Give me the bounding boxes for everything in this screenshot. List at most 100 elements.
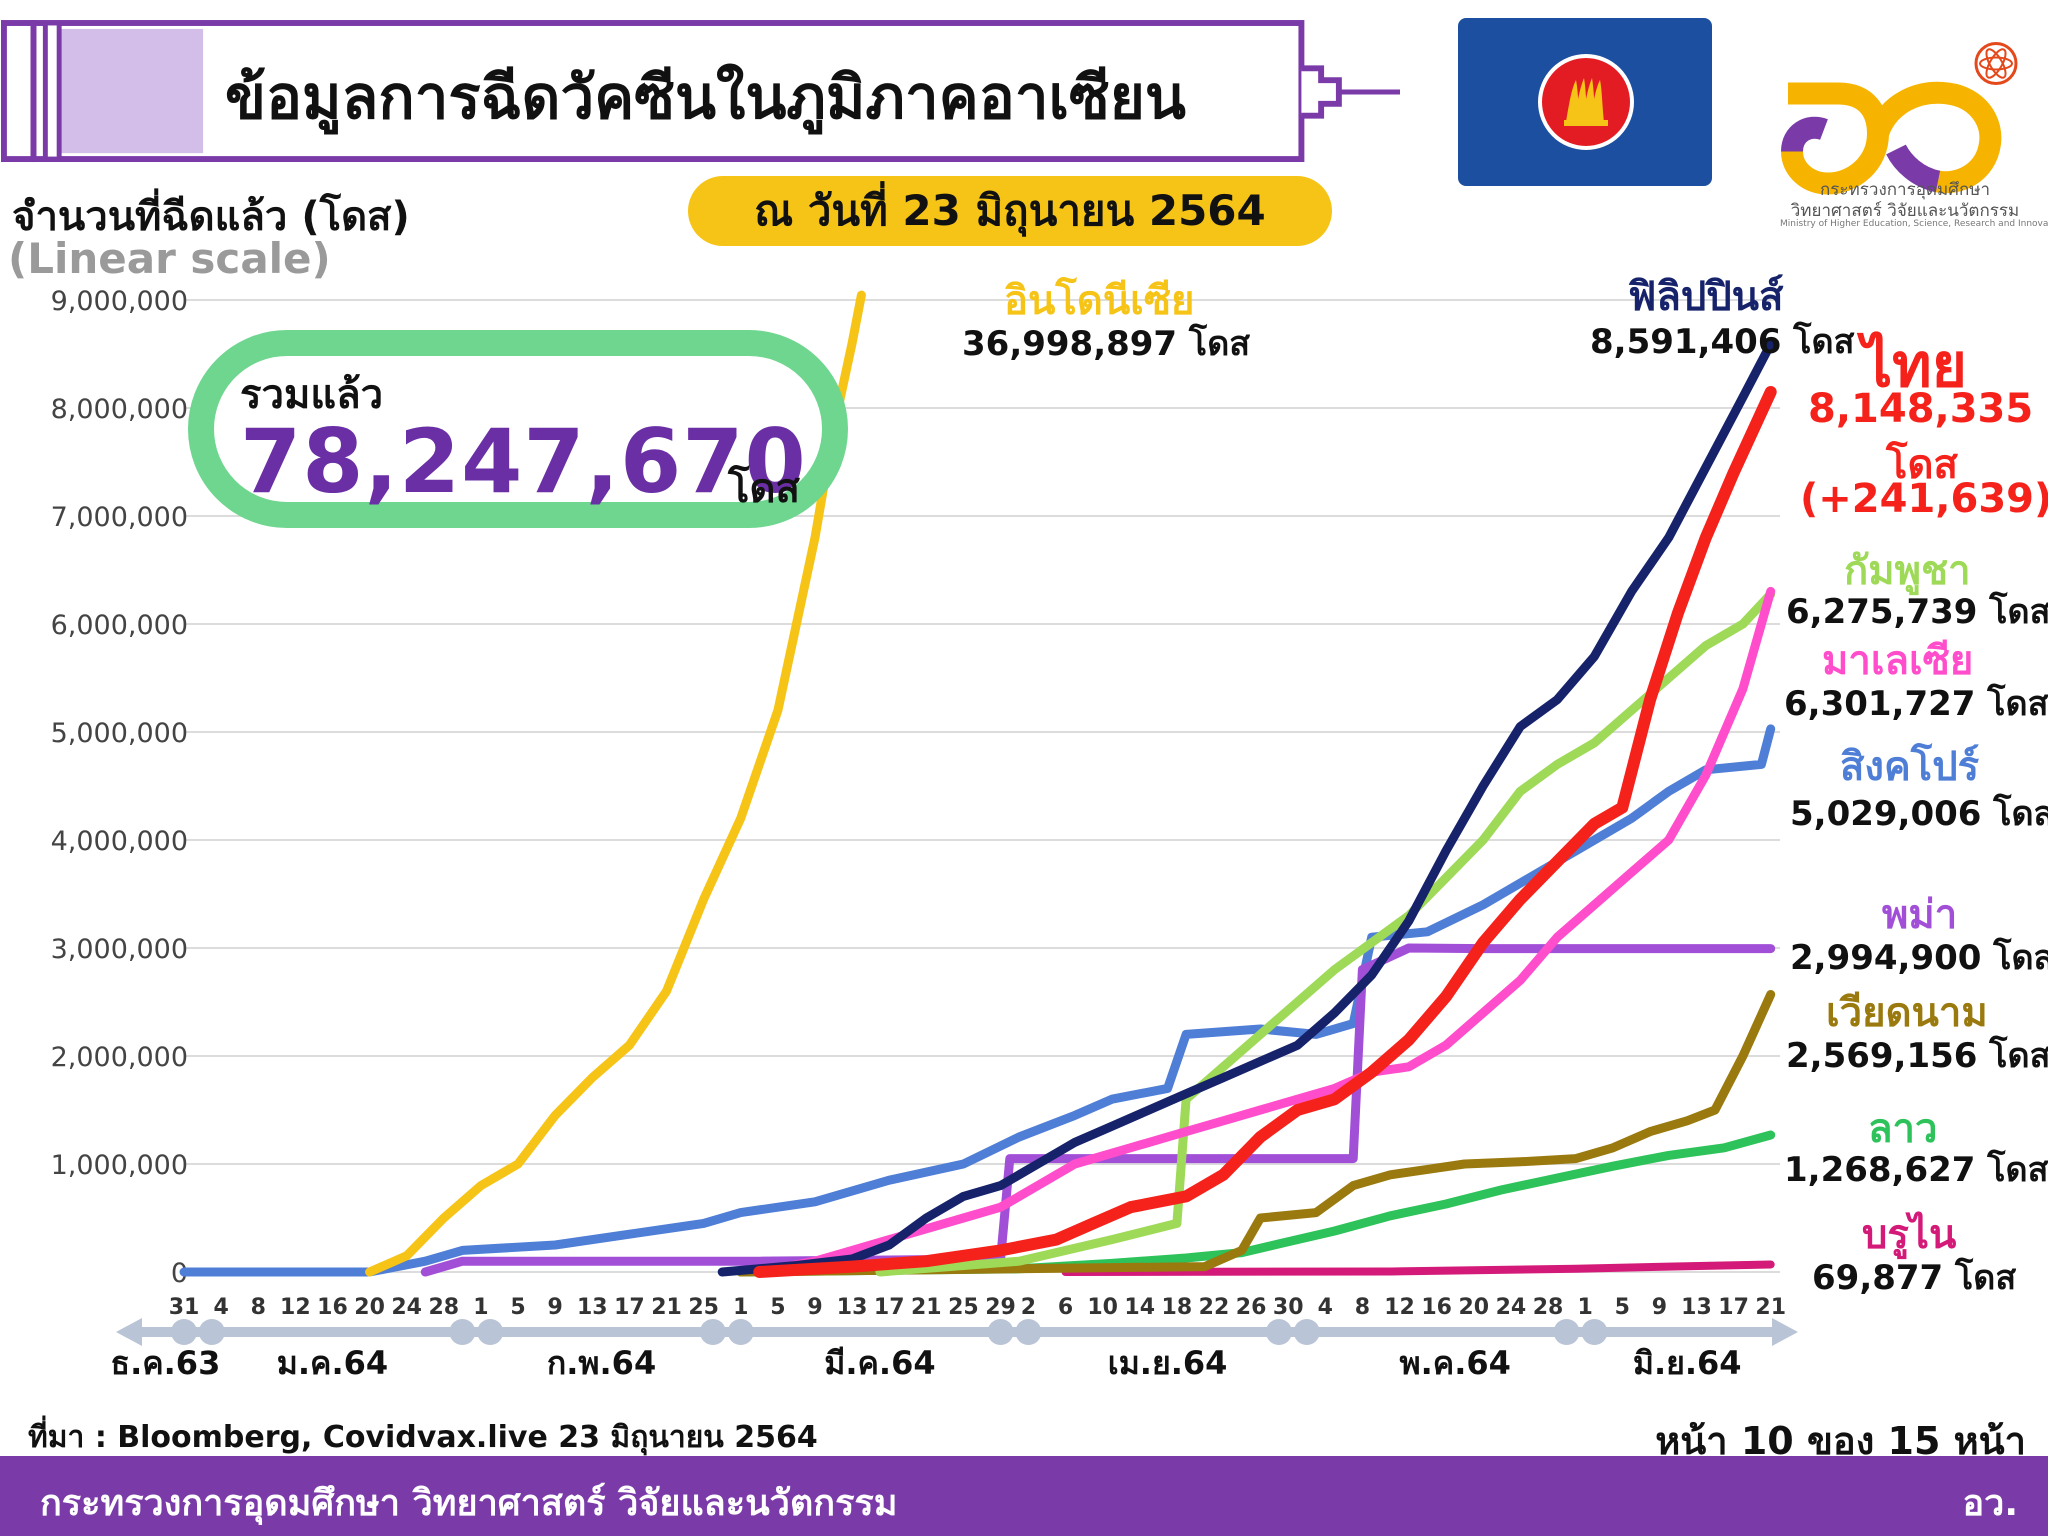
- month-label: ธ.ค.63: [111, 1344, 221, 1382]
- month-label: มี.ค.64: [824, 1344, 935, 1382]
- y-tick-label: 7,000,000: [51, 502, 188, 533]
- x-tick-label: 1: [733, 1295, 748, 1320]
- label-vietnam-value: 2,569,156 โดส: [1786, 1036, 2048, 1076]
- y-tick-label: 4,000,000: [51, 826, 188, 857]
- label-indonesia-name: อินโดนีเซีย: [1004, 278, 1195, 324]
- month-label: มิ.ย.64: [1633, 1344, 1742, 1382]
- label-laos-name: ลาว: [1868, 1106, 1938, 1152]
- x-tick-label: 2: [1021, 1295, 1036, 1320]
- page-title: ข้อมูลการฉีดวัคซีนในภูมิภาคอาเซียน: [225, 63, 1186, 133]
- footer-org-short: อว.: [1962, 1483, 2018, 1524]
- label-thailand-value: 8,148,335: [1808, 386, 2034, 432]
- x-tick-label: 8: [251, 1295, 266, 1320]
- month-marker: [727, 1319, 754, 1345]
- x-tick-label: 16: [317, 1295, 348, 1320]
- x-tick-label: 1: [1577, 1295, 1592, 1320]
- x-tick-label: 21: [651, 1295, 682, 1320]
- footer-org-name: กระทรวงการอุดมศึกษา วิทยาศาสตร์ วิจัยและ…: [40, 1483, 898, 1524]
- label-indonesia-value: 36,998,897 โดส: [962, 324, 1251, 364]
- source-note: ที่มา : Bloomberg, Covidvax.live 23 มิถุ…: [28, 1420, 818, 1455]
- x-axis-timeline: [116, 1318, 1798, 1346]
- x-axis-ticks: 31 4 8 12 16 20 24 28 1 5 9 13 17 21 25 1 5 9 13 17 21 25 29 2 6…: [169, 1295, 1786, 1320]
- x-tick-label: 21: [1755, 1295, 1786, 1320]
- label-cambodia-name: กัมพูชา: [1844, 548, 1971, 594]
- y-axis-ticks: 0 1,000,000 2,000,000 3,000,000 4,000,000 5,0…: [51, 286, 188, 1289]
- label-thailand-name: ไทย: [1862, 331, 1967, 401]
- y-tick-label: 2,000,000: [51, 1042, 188, 1073]
- x-tick-label: 20: [1458, 1295, 1489, 1320]
- x-tick-label: 17: [1718, 1295, 1749, 1320]
- syringe-header: [0, 20, 1400, 163]
- total-label: รวมแล้ว: [240, 372, 384, 418]
- month-marker: [477, 1319, 504, 1345]
- series-line: [753, 386, 1777, 1278]
- x-tick-label: 5: [510, 1295, 525, 1320]
- label-malaysia-name: มาเลเซีย: [1822, 638, 1974, 684]
- month-marker: [1581, 1319, 1608, 1345]
- month-label: เม.ย.64: [1108, 1344, 1228, 1382]
- month-marker: [449, 1319, 476, 1345]
- x-tick-label: 22: [1199, 1295, 1230, 1320]
- month-marker: [1265, 1319, 1292, 1345]
- y-tick-label: 0: [171, 1258, 188, 1289]
- timeline-arrow-right: [1772, 1318, 1798, 1346]
- label-myanmar-value: 2,994,900 โดส: [1790, 938, 2048, 978]
- ministry-name-line2: วิทยาศาสตร์ วิจัยและนวัตกรรม: [1790, 201, 2020, 221]
- series-line: [179, 724, 1776, 1277]
- x-tick-label: 20: [354, 1295, 385, 1320]
- x-tick-label: 26: [1236, 1295, 1267, 1320]
- y-tick-label: 6,000,000: [51, 610, 188, 641]
- x-tick-label: 18: [1162, 1295, 1193, 1320]
- x-tick-label: 9: [1652, 1295, 1667, 1320]
- ministry-name-english: Ministry of Higher Education, Science, R…: [1780, 219, 2048, 229]
- x-tick-label: 14: [1124, 1295, 1155, 1320]
- x-tick-label: 1: [473, 1295, 488, 1320]
- month-marker: [1015, 1319, 1042, 1345]
- month-marker: [987, 1319, 1014, 1345]
- x-tick-label: 5: [770, 1295, 785, 1320]
- x-tick-label: 24: [1496, 1295, 1527, 1320]
- x-tick-label: 17: [874, 1295, 905, 1320]
- x-tick-label: 4: [213, 1295, 228, 1320]
- x-tick-label: 24: [391, 1295, 422, 1320]
- x-tick-label: 12: [280, 1295, 311, 1320]
- x-tick-label: 10: [1087, 1295, 1118, 1320]
- date-badge: ณ วันที่ 23 มิถุนายน 2564: [688, 176, 1332, 246]
- month-label: ม.ค.64: [277, 1344, 388, 1382]
- x-tick-label: 6: [1058, 1295, 1073, 1320]
- series-line: [875, 589, 1776, 1277]
- x-tick-label: 5: [1615, 1295, 1630, 1320]
- y-axis-title: จำนวนที่ฉีดแล้ว (โดส): [12, 194, 410, 240]
- series-line: [1061, 1260, 1775, 1276]
- series-line: [736, 990, 1776, 1277]
- series-line: [717, 339, 1776, 1277]
- y-axis-scale-note: (Linear scale): [8, 234, 331, 283]
- x-tick-label: 12: [1384, 1295, 1415, 1320]
- month-marker: [198, 1319, 225, 1345]
- label-thailand-increase: (+241,639): [1800, 476, 2048, 522]
- x-tick-label: 4: [1318, 1295, 1333, 1320]
- x-tick-label: 17: [614, 1295, 645, 1320]
- series-line: [736, 1130, 1776, 1277]
- month-marker: [1293, 1319, 1320, 1345]
- x-tick-label: 9: [807, 1295, 822, 1320]
- x-tick-label: 25: [688, 1295, 719, 1320]
- x-tick-label: 13: [837, 1295, 868, 1320]
- x-tick-label: 21: [911, 1295, 942, 1320]
- month-labels: ธ.ค.63 ม.ค.64 ก.พ.64 มี.ค.64 เม.ย.64 พ.ค.64 มิ…: [111, 1344, 1742, 1382]
- label-cambodia-value: 6,275,739 โดส: [1786, 592, 2048, 632]
- total-value: 78,247,670: [240, 410, 807, 513]
- label-vietnam-name: เวียดนาม: [1826, 990, 1988, 1036]
- label-philippines-name: ฟิลิปปินส์: [1628, 274, 1784, 320]
- x-tick-label: 29: [985, 1295, 1016, 1320]
- label-brunei-value: 69,877 โดส: [1812, 1258, 2017, 1298]
- ministry-logo-icon: [1781, 42, 2018, 195]
- x-tick-label: 16: [1421, 1295, 1452, 1320]
- y-tick-label: 3,000,000: [51, 934, 188, 965]
- x-tick-label: 9: [548, 1295, 563, 1320]
- month-marker: [699, 1319, 726, 1345]
- page-number: หน้า 10 ของ 15 หน้า: [1655, 1419, 2026, 1463]
- label-singapore-name: สิงคโปร์: [1840, 744, 1980, 790]
- x-tick-label: 31: [169, 1295, 200, 1320]
- label-singapore-value: 5,029,006 โดส: [1790, 794, 2048, 834]
